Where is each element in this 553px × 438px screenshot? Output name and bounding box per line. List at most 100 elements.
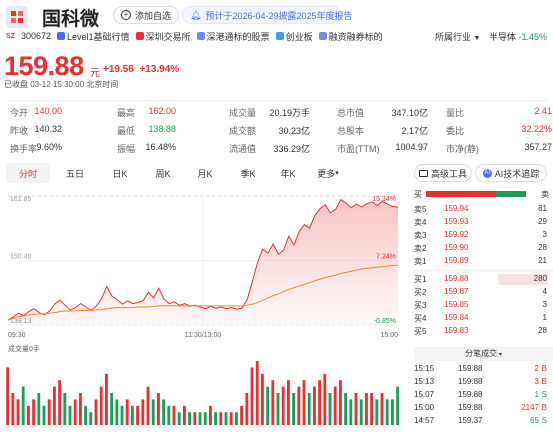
sell-header-label: 卖 [541,190,549,199]
stat-value: 30.23亿 [278,126,310,136]
stat-label: 最高 [117,108,136,118]
tick-price: 159.88 [458,390,483,399]
volume-bar [276,393,280,425]
tab-4[interactable]: 月K [197,168,213,179]
volume-bar [6,367,10,425]
tick-row: 15:07 159.88 1 S [414,389,553,402]
stat-value: 2.41 [534,106,552,116]
volume-bar [297,386,301,425]
volume-bar [333,386,337,425]
ask-row[interactable]: 卖4 159.93 29 [414,216,553,229]
bid-volume: 28 [538,326,547,335]
volume-bar [375,399,379,425]
tick-side: S [541,416,547,425]
stat-label: 成交额 [229,126,257,136]
tab-6[interactable]: 年K [280,168,296,179]
bid-row[interactable]: 买5 159.83 28 [414,325,553,338]
volume-bar [266,386,270,425]
tag-connect[interactable]: 深港通标的股票 [196,30,270,43]
divider [6,100,547,101]
chevron-down-icon: ▾ [335,170,339,177]
volume-bar [198,412,202,425]
stat-value: 1004.97 [395,142,428,152]
sector-change: -1.45% [518,32,547,42]
tick-price: 159.37 [458,416,483,425]
bid-row[interactable]: 买3 159.85 3 [414,299,553,312]
tab-5[interactable]: 季K [240,168,256,179]
volume-bar [339,380,342,425]
bid-label: 买5 [414,327,427,336]
x-axis-label: 15:00 [380,332,398,339]
tick-side: B [541,403,547,412]
ask-row[interactable]: 卖1 159.89 21 [414,255,553,268]
advanced-tools-button[interactable]: 高级工具 [414,164,472,182]
volume-bar [245,393,249,425]
bid-label: 买3 [414,301,427,310]
ai-tracking-button[interactable]: AI AI技术追踪 [475,164,547,182]
volume-bar [110,393,114,425]
bid-price: 159.85 [444,300,469,309]
stat-label: 最低 [117,126,136,136]
toolbox-icon [418,169,428,177]
volume-bar [370,393,374,425]
tab-1[interactable]: 五日 [65,168,84,179]
volume-bar [318,380,322,425]
tab-7[interactable]: 更多 ▾ [317,168,339,179]
stat-label: 流通值 [229,144,257,154]
volume-bar [162,399,166,425]
plus-circle-icon: + [121,10,131,20]
ask-price: 159.92 [444,230,469,239]
tick-time: 14:57 [414,416,435,425]
tab-0[interactable]: 分时 [6,163,50,183]
ask-row[interactable]: 卖2 159.90 28 [414,242,553,255]
ai-icon: AI [482,168,492,178]
ask-label: 卖1 [414,257,427,266]
sector-name: 半导体 [488,32,516,42]
volume-bar [235,412,238,425]
volume-bar [84,405,88,425]
volume-bar [11,393,15,425]
stat-value: 140.00 [34,106,62,116]
volume-bar [214,412,218,425]
tick-row: 15:00 159.88 2147 B [414,402,553,415]
sector-info[interactable]: 所属行业 ▼ 半导体 -1.45% [434,32,547,42]
order-book-header[interactable]: 买卖 [414,188,553,201]
volume-bar [203,412,207,425]
volume-bar [89,412,93,425]
volume-bar [328,393,332,425]
add-watchlist-button[interactable]: + 添加自选 [113,6,179,24]
bid-volume-bar [498,274,548,285]
report-notice[interactable]: 🔔︎ 预计于2026-04-29披露2025年度报告 [182,6,353,24]
ask-row[interactable]: 卖3 159.92 3 [414,229,553,242]
ask-row[interactable]: 卖5 159.94 81 [414,203,553,216]
tick-volume: 2147 [521,403,539,412]
volume-bar [167,405,171,425]
intraday-chart[interactable]: 161.85 15.34% 150.49 7.24% 139.13 -0.85% 09:30… [6,188,406,438]
average-line [7,265,398,321]
volume-bar [224,412,228,425]
stat-value: 357.27 [524,142,552,152]
tag-margin[interactable]: 融资融券标的 [318,30,383,43]
volume-bar [146,386,150,425]
volume-bar [79,393,82,425]
stock-header: 国科微 + 添加自选 🔔︎ 预计于2026-04-29披露2025年度报告 SZ… [0,0,553,50]
tab-2[interactable]: 日K [112,168,128,179]
tick-side: B [541,364,547,373]
volume-bar [281,386,285,425]
ask-label: 卖4 [414,218,427,227]
tag-chinext[interactable]: 创业板 [275,30,313,43]
volume-bar [396,386,400,425]
bid-row[interactable]: 买1 159.88 280 [414,273,553,286]
x-axis-label: 09:30 [8,332,26,339]
tag-level1[interactable]: Level1基础行情 [57,30,130,43]
volume-bar [307,393,311,425]
volume-bar [271,380,275,425]
bid-row[interactable]: 买4 159.84 1 [414,312,553,325]
bid-row[interactable]: 买2 159.87 4 [414,286,553,299]
tab-3[interactable]: 周K [155,168,171,179]
tick-trades-title[interactable]: 分笔成交 ▾ [414,347,553,361]
quote-timestamp: 已收盘 03-12 15:30:00 北京时间 [4,80,119,89]
ask-label: 卖3 [414,231,427,240]
tag-exchange[interactable]: 深圳交易所 [135,30,191,43]
volume-bar [219,412,223,425]
